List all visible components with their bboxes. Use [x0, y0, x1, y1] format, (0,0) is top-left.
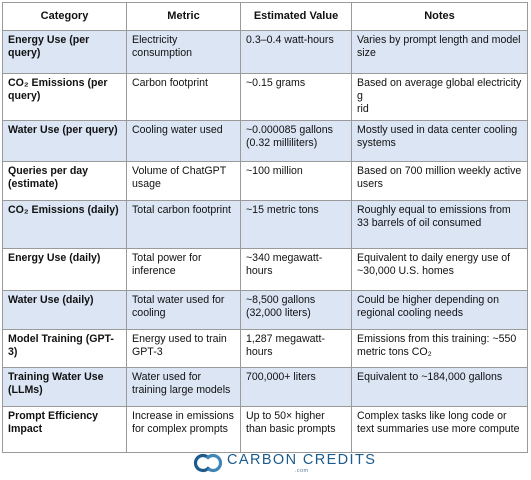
cell-value: Up to 50× higher than basic prompts [240, 406, 352, 453]
cell-metric: Total power for inference [126, 248, 241, 291]
table-row: CO₂ Emissions (per query) Carbon footpri… [2, 73, 528, 121]
table-row: Water Use (daily) Total water used for c… [2, 290, 528, 330]
cell-category: Energy Use (daily) [2, 248, 127, 291]
carbon-credits-logo-icon [193, 453, 223, 473]
header-notes: Notes [351, 2, 528, 31]
cell-metric: Electricity consumption [126, 30, 241, 74]
table-row: Energy Use (per query) Electricity consu… [2, 30, 528, 74]
cell-value: 1,287 megawatt-hours [240, 329, 352, 368]
cell-metric: Increase in emissions for complex prompt… [126, 406, 241, 453]
table-row: Training Water Use (LLMs) Water used for… [2, 367, 528, 407]
cell-category: Water Use (daily) [2, 290, 127, 330]
cell-category: Water Use (per query) [2, 120, 127, 162]
cell-category: Model Training (GPT-3) [2, 329, 127, 368]
cell-value: 700,000+ liters [240, 367, 352, 407]
cell-value: ~8,500 gallons (32,000 liters) [240, 290, 352, 330]
table-row: Model Training (GPT-3) Energy used to tr… [2, 329, 528, 368]
cell-value: ~0.000085 gallons (0.32 milliliters) [240, 120, 352, 162]
cell-category: CO₂ Emissions (per query) [2, 73, 127, 121]
cell-metric: Total water used for cooling [126, 290, 241, 330]
table-row: Prompt Efficiency Impact Increase in emi… [2, 406, 528, 453]
header-category: Category [2, 2, 127, 31]
cell-notes: Roughly equal to emissions from 33 barre… [351, 200, 528, 249]
header-estimated-value: Estimated Value [240, 2, 352, 31]
cell-value: ~15 metric tons [240, 200, 352, 249]
cell-metric: Water used for training large models [126, 367, 241, 407]
cell-notes: Could be higher depending on regional co… [351, 290, 528, 330]
table-row: Energy Use (daily) Total power for infer… [2, 248, 528, 291]
cell-notes: Complex tasks like long code or text sum… [351, 406, 528, 453]
cell-value: ~0.15 grams [240, 73, 352, 121]
cell-category: Energy Use (per query) [2, 30, 127, 74]
cell-metric: Volume of ChatGPT usage [126, 161, 241, 201]
header-metric: Metric [126, 2, 241, 31]
cell-category: Training Water Use (LLMs) [2, 367, 127, 407]
logo-domain: .com [294, 467, 309, 474]
cell-category: CO₂ Emissions (daily) [2, 200, 127, 249]
data-table: Category Metric Estimated Value Notes En… [2, 2, 528, 453]
logo-text: CARBON CREDITS .com [227, 451, 377, 474]
cell-notes: Based on 700 million weekly active users [351, 161, 528, 201]
cell-category: Queries per day (estimate) [2, 161, 127, 201]
cell-notes: Varies by prompt length and model size [351, 30, 528, 74]
carbon-credits-logo: CARBON CREDITS .com [193, 450, 376, 476]
table-row: CO₂ Emissions (daily) Total carbon footp… [2, 200, 528, 249]
cell-metric: Energy used to train GPT-3 [126, 329, 241, 368]
cell-notes: Equivalent to daily energy use of ~30,00… [351, 248, 528, 291]
cell-value: 0.3–0.4 watt-hours [240, 30, 352, 74]
cell-notes: Mostly used in data center cooling syste… [351, 120, 528, 162]
table-header-row: Category Metric Estimated Value Notes [2, 2, 528, 31]
cell-category: Prompt Efficiency Impact [2, 406, 127, 453]
cell-value: ~100 million [240, 161, 352, 201]
cell-metric: Carbon footprint [126, 73, 241, 121]
cell-notes: Equivalent to ~184,000 gallons [351, 367, 528, 407]
table-row: Water Use (per query) Cooling water used… [2, 120, 528, 162]
data-table-container: Category Metric Estimated Value Notes En… [2, 2, 528, 453]
cell-notes: Emissions from this training: ~550 metri… [351, 329, 528, 368]
cell-metric: Cooling water used [126, 120, 241, 162]
table-row: Queries per day (estimate) Volume of Cha… [2, 161, 528, 201]
cell-value: ~340 megawatt-hours [240, 248, 352, 291]
cell-metric: Total carbon footprint [126, 200, 241, 249]
logo-name: CARBON CREDITS [227, 451, 377, 468]
cell-notes: Based on average global electricity g ri… [351, 73, 528, 121]
